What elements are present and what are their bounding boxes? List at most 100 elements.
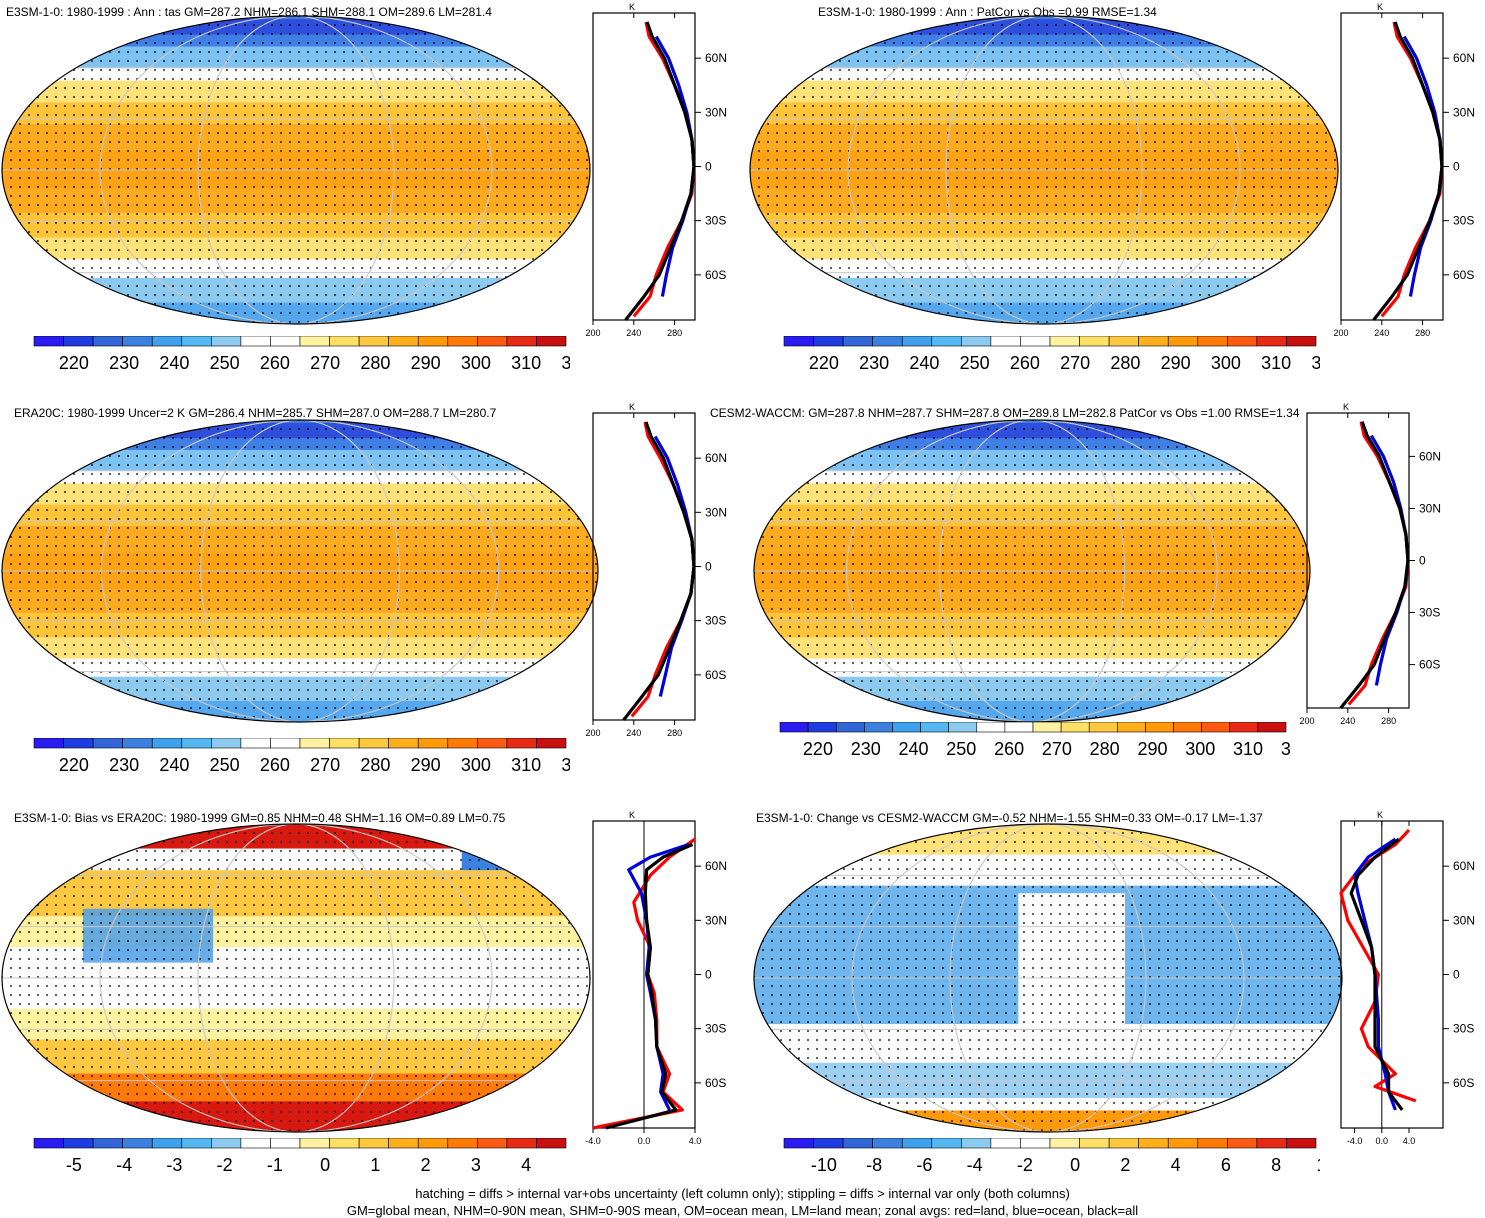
colorbar-tick-label: 230 [109,755,139,775]
colorbar-swatch [181,1138,212,1149]
map-border [1,419,599,723]
colorbar-tick-label: 4 [521,1155,531,1175]
colorbar-tick-label: 300 [1185,739,1215,759]
colorbar-tick-label: -5 [66,1155,82,1175]
colorbar-tick-label: 240 [899,739,929,759]
colorbar-tick-label: 280 [360,353,390,373]
zonal-unit-label: K [1343,402,1349,412]
colorbar-tick-label: 260 [994,739,1024,759]
colorbar-swatch [1227,1138,1258,1149]
colorbar-swatch [1173,722,1202,733]
colorbar-swatch [477,336,508,347]
colorbar-swatch [92,336,123,347]
colorbar-tick-label: 250 [946,739,976,759]
colorbar-swatch [270,1138,301,1149]
colorbar-swatch [447,738,478,749]
colorbar-tick-label: 260 [260,755,290,775]
y-tick-label: 60S [1453,268,1474,282]
colorbar-swatch [1138,1138,1169,1149]
colorbar-swatch [299,336,330,347]
colorbar-tick-label: 290 [411,755,441,775]
colorbar-swatch [329,738,360,749]
colorbar-tick-label: 230 [859,353,889,373]
colorbar-swatch [976,722,1006,733]
colorbar-tick-label: 310 [1261,353,1291,373]
zonal-series-all [1372,21,1444,321]
colorbar-tick-label: 1 [370,1155,380,1175]
colorbar-swatch [920,722,949,733]
colorbar-swatch [299,1138,330,1149]
colorbar-tick-label: 300 [461,755,491,775]
colorbar-tick-label: 280 [1110,353,1140,373]
colorbar-tick-label: 240 [159,755,189,775]
y-tick-label: 0 [705,160,712,174]
y-tick-label: 30N [705,913,727,927]
colorbar-tick-label: 300 [1211,353,1241,373]
colorbar-swatch [270,738,301,749]
colorbar-swatch [1088,722,1118,733]
map-border [1,15,591,325]
colorbar-swatch [151,336,183,347]
zonal-mean-plot: K 60N 30N 0 30S 60S 200 240 280 [585,2,727,338]
colorbar-swatch [447,1138,478,1149]
colorbar-swatch [1286,1138,1317,1149]
zonal-series-all [622,421,696,721]
colorbar-swatch [961,1138,992,1149]
colorbar-swatch [417,336,449,347]
longitude-line [197,16,395,324]
colorbar-tick-label: 280 [360,755,390,775]
colorbar-tick-label: 320 [561,755,570,775]
map-field [2,420,598,722]
x-tick-label: 240 [626,728,641,738]
colorbar-swatch [181,738,212,749]
colorbar-tick-label: 270 [1042,739,1072,759]
colorbar-swatch [388,1138,419,1149]
global-map-bias [1,823,591,1133]
global-map-e3sm [1,15,591,325]
y-tick-label: 30N [1453,913,1475,927]
zonal-unit-label: K [629,810,635,820]
y-tick-label: 30S [705,1022,726,1036]
panel-title: E3SM-1-0: 1980-1999 : Ann : tas GM=287.2… [6,5,492,19]
colorbar-swatch [536,738,567,749]
colorbar-swatch [1108,1138,1139,1149]
zonal-series-land [632,21,696,318]
colorbar-tick-label: 270 [310,353,340,373]
colorbar-swatch [536,1138,567,1149]
panel-title: E3SM-1-0: 1980-1999 : Ann : PatCor vs Ob… [818,5,1157,19]
zonal-mean-plot: K 60N 30N 0 30S 60S 200 240 280 [1333,2,1475,338]
y-tick-label: 60S [705,668,726,682]
y-tick-label: 30N [1453,105,1475,119]
colorbar-tick-label: 0 [320,1155,330,1175]
colorbar-swatch [63,336,94,347]
zonal-unit-label: K [629,402,635,412]
x-tick-label: 200 [585,728,600,738]
colorbar-tick-label: 220 [59,353,89,373]
colorbar-swatch [1138,336,1169,347]
colorbar-swatch [417,738,449,749]
longitude-line [938,420,1126,722]
x-tick-label: -4.0 [585,1136,601,1146]
colorbar-tick-label: 250 [210,755,240,775]
colorbar-tick-label: 320 [561,353,570,373]
y-tick-label: 0 [1453,968,1460,982]
footnote-line-2: GM=global mean, NHM=0-90N mean, SHM=0-90… [346,1203,1139,1218]
x-tick-label: 200 [1333,328,1348,338]
colorbar-swatch [536,336,567,347]
colorbar-tick-label: 260 [1010,353,1040,373]
colorbar-swatch [1049,336,1080,347]
panel-title: E3SM-1-0: Bias vs ERA20C: 1980-1999 GM=0… [14,811,506,825]
colorbar-swatch [990,1138,1021,1149]
global-map-era20c [1,419,599,723]
colorbar-swatch [961,336,992,347]
colorbar-tick-label: 2 [421,1155,431,1175]
zonal-plot-frame [592,412,696,721]
colorbar-swatch [1108,336,1139,347]
colorbar-swatch [901,336,933,347]
colorbar-tick-label: 220 [59,755,89,775]
colorbar-swatch [1049,1138,1080,1149]
colorbar-swatch [329,336,360,347]
colorbar-tick-label: -10 [811,1155,837,1175]
longitude-line [949,824,1147,1132]
colorbar-swatch [447,336,478,347]
